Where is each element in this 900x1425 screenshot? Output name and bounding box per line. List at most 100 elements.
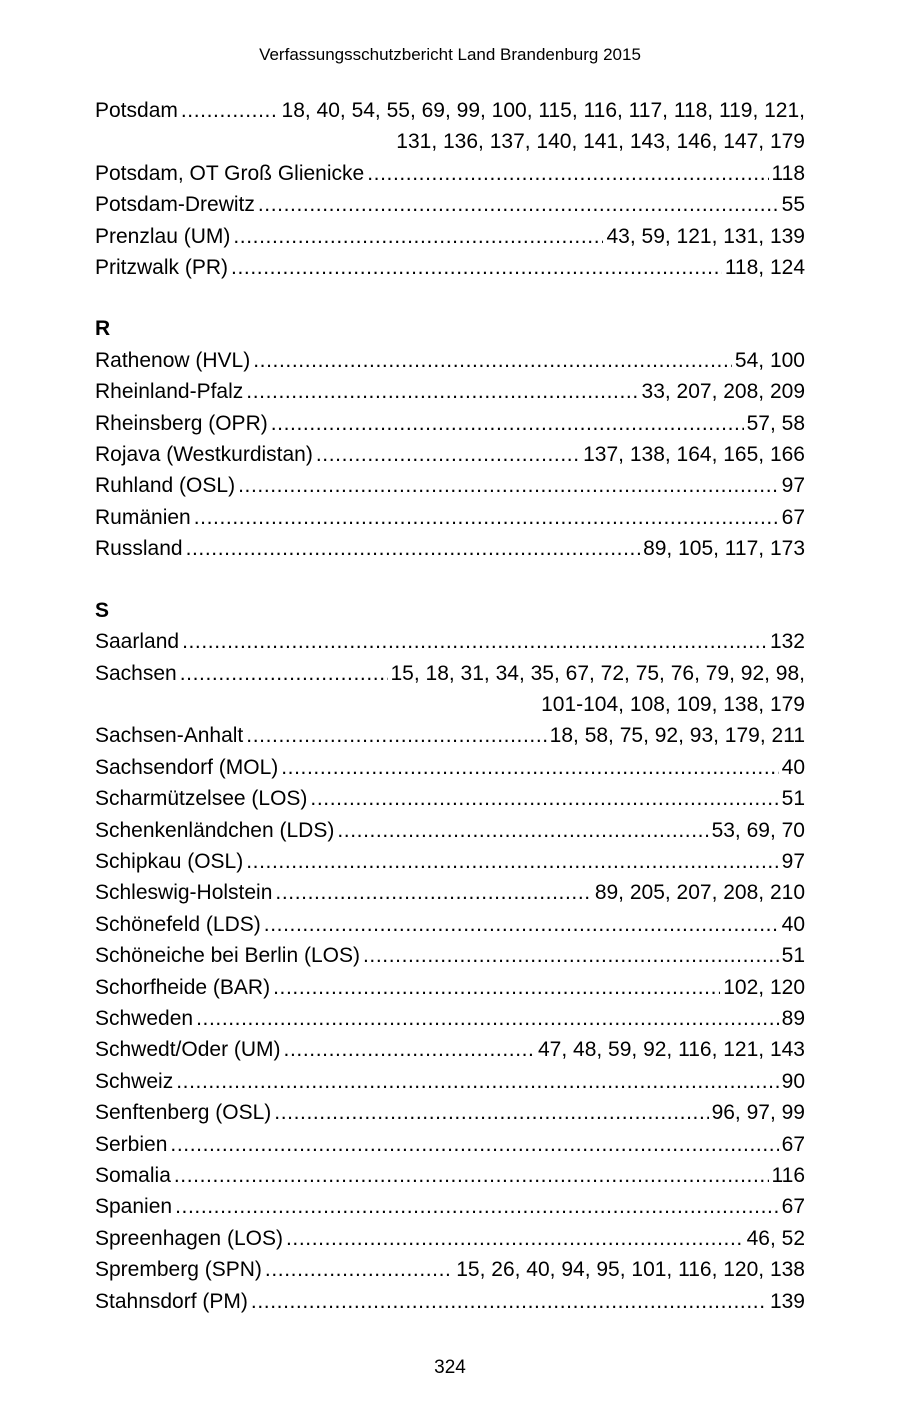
entry-row: Potsdam 18, 40, 54, 55, 69, 99, 100, 115… (95, 95, 805, 126)
entry-pages: 116 (771, 1164, 805, 1187)
entry-row: Potsdam, OT Groß Glienicke 118 (95, 158, 805, 189)
entry-label: Potsdam (95, 99, 178, 122)
entry-row: Spanien 67 (95, 1191, 805, 1222)
index-entry: Schöneiche bei Berlin (LOS) 51 (95, 940, 805, 971)
dot-leader (174, 1160, 769, 1191)
entry-pages: 67 (781, 1195, 805, 1219)
entry-label: Schorfheide (BAR) (95, 975, 271, 999)
entry-label: Schweiz (95, 1069, 174, 1093)
index-entry: Sachsen-Anhalt 18, 58, 75, 92, 93, 179, … (95, 720, 805, 751)
index-entry: Prenzlau (UM) 43, 59, 121, 131, 139 (95, 221, 805, 252)
entry-label: Potsdam, OT Groß Glienicke (95, 161, 365, 185)
index-entry: Schweden 89 (95, 1003, 805, 1034)
dot-leader (274, 1097, 708, 1128)
dot-leader (273, 972, 720, 1003)
entry-row: Senftenberg (OSL) 96, 97, 99 (95, 1097, 805, 1128)
entry-label: Schönefeld (LDS) (95, 912, 261, 936)
entry-row: Rojava (Westkurdistan) 137, 138, 164, 16… (95, 439, 805, 470)
dot-leader (186, 533, 641, 564)
entry-pages: 43, 59, 121, 131, 139 (606, 224, 805, 248)
dot-leader (182, 626, 767, 657)
entry-label: Schipkau (OSL) (95, 849, 244, 873)
entry-pages: 51 (781, 787, 805, 811)
entry-pages: 55 (781, 193, 805, 217)
entry-pages: 57, 58 (746, 411, 805, 435)
section-entries: Saarland 132 Sachsen 15, 18, 31, 34, 35,… (95, 626, 805, 1317)
entry-label: Sachsendorf (MOL) (95, 755, 279, 779)
dot-leader (281, 752, 778, 783)
index-section: Potsdam 18, 40, 54, 55, 69, 99, 100, 115… (95, 95, 805, 283)
entry-row: Schweiz 90 (95, 1066, 805, 1097)
entry-label: Schleswig-Holstein (95, 881, 273, 905)
page-number: 324 (434, 1357, 466, 1378)
section-entries: Potsdam 18, 40, 54, 55, 69, 99, 100, 115… (95, 95, 805, 283)
entry-pages: 96, 97, 99 (711, 1101, 805, 1125)
entry-row: Serbien 67 (95, 1129, 805, 1160)
entry-pages: 46, 52 (746, 1226, 805, 1250)
dot-leader (194, 502, 779, 533)
entry-pages: 89, 205, 207, 208, 210 (594, 881, 805, 905)
entry-pages: 40 (781, 912, 805, 936)
page-title: Verfassungsschutzbericht Land Brandenbur… (259, 45, 641, 64)
entry-pages: 118, 124 (724, 256, 805, 280)
entry-row: Ruhland (OSL) 97 (95, 470, 805, 501)
section-entries: Rathenow (HVL) 54, 100 Rheinland-Pfalz 3… (95, 345, 805, 565)
dot-leader (316, 439, 580, 470)
dot-leader (265, 1254, 453, 1285)
index-entry: Potsdam-Drewitz 55 (95, 189, 805, 220)
index-entry: Sachsendorf (MOL) 40 (95, 752, 805, 783)
entry-label: Spanien (95, 1195, 173, 1219)
index-entry: Potsdam, OT Groß Glienicke 118 (95, 158, 805, 189)
entry-label: Ruhland (OSL) (95, 474, 236, 498)
index-entry: Schleswig-Holstein 89, 205, 207, 208, 21… (95, 877, 805, 908)
dot-leader (275, 877, 591, 908)
entry-pages: 97 (781, 474, 805, 498)
dot-leader (310, 783, 778, 814)
entry-pages: 53, 69, 70 (711, 818, 805, 842)
entry-pages: 18, 58, 75, 92, 93, 179, 211 (549, 724, 805, 748)
index-section: R Rathenow (HVL) 54, 100 Rheinland-Pfalz… (95, 313, 805, 564)
dot-leader (175, 1191, 779, 1222)
index-entry: Serbien 67 (95, 1129, 805, 1160)
entry-row: Sachsen 15, 18, 31, 34, 35, 67, 72, 75, … (95, 658, 805, 689)
entry-pages: 118 (771, 161, 805, 185)
entry-row: Schipkau (OSL) 97 (95, 846, 805, 877)
entry-label: Schwedt/Oder (UM) (95, 1038, 281, 1062)
entry-row: Schönefeld (LDS) 40 (95, 909, 805, 940)
dot-leader (246, 376, 638, 407)
index-entry: Rojava (Westkurdistan) 137, 138, 164, 16… (95, 439, 805, 470)
entry-row: Rathenow (HVL) 54, 100 (95, 345, 805, 376)
entry-label: Prenzlau (UM) (95, 224, 231, 248)
entry-label: Schenkenländchen (LDS) (95, 818, 335, 842)
entry-row: Potsdam-Drewitz 55 (95, 189, 805, 220)
index-entry: Rheinland-Pfalz 33, 207, 208, 209 (95, 376, 805, 407)
entry-label: Rheinland-Pfalz (95, 380, 244, 404)
dot-leader (286, 1223, 744, 1254)
dot-leader (231, 252, 722, 283)
dot-leader (264, 909, 779, 940)
entry-pages: 67 (781, 1132, 805, 1156)
entry-pages: 139 (769, 1289, 805, 1313)
index-entry: Rumänien 67 (95, 502, 805, 533)
dot-leader (253, 345, 732, 376)
dot-leader (246, 720, 546, 751)
index-entry: Pritzwalk (PR) 118, 124 (95, 252, 805, 283)
section-heading: S (95, 598, 110, 622)
entry-row: Spremberg (SPN) 15, 26, 40, 94, 95, 101,… (95, 1254, 805, 1285)
entry-row: Schwedt/Oder (UM) 47, 48, 59, 92, 116, 1… (95, 1034, 805, 1065)
entry-label: Saarland (95, 630, 180, 654)
index-entry: Schwedt/Oder (UM) 47, 48, 59, 92, 116, 1… (95, 1034, 805, 1065)
dot-leader (246, 846, 778, 877)
index-entry: Potsdam 18, 40, 54, 55, 69, 99, 100, 115… (95, 95, 805, 158)
index-entry: Spremberg (SPN) 15, 26, 40, 94, 95, 101,… (95, 1254, 805, 1285)
entry-pages: 33, 207, 208, 209 (641, 380, 805, 404)
entry-row: Rumänien 67 (95, 502, 805, 533)
entry-label: Schweden (95, 1006, 194, 1030)
entry-row: Russland 89, 105, 117, 173 (95, 533, 805, 564)
entry-pages: 137, 138, 164, 165, 166 (583, 443, 805, 467)
entry-label: Rojava (Westkurdistan) (95, 443, 313, 467)
entry-pages: 89, 105, 117, 173 (643, 537, 805, 561)
dot-leader (367, 158, 768, 189)
entry-pages: 90 (781, 1069, 805, 1093)
entry-label: Senftenberg (OSL) (95, 1101, 272, 1125)
